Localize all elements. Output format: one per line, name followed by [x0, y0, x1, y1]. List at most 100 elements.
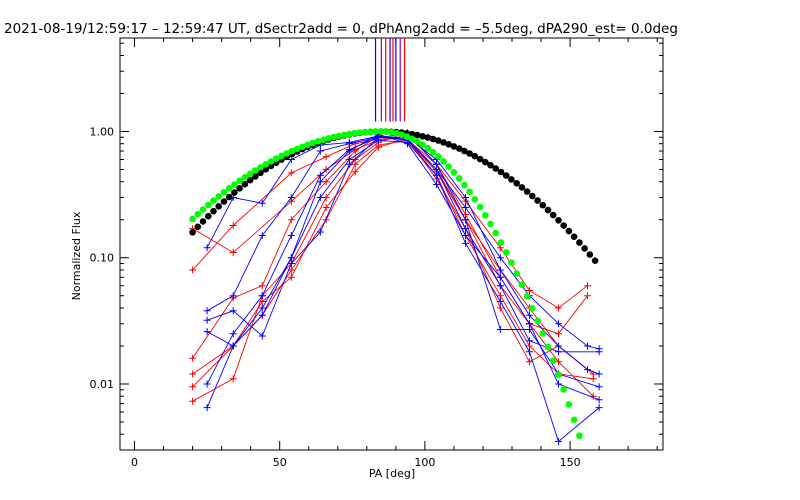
data-point [203, 328, 211, 336]
model-point [194, 210, 202, 218]
data-point [374, 143, 382, 151]
model-point [523, 188, 531, 195]
model-point [482, 158, 489, 166]
data-point [287, 254, 295, 262]
model-point [570, 233, 578, 240]
model-point [565, 401, 573, 408]
model-point [252, 167, 259, 174]
data-point [203, 307, 211, 315]
model-point [393, 129, 400, 137]
data-point [554, 380, 562, 388]
model-point [340, 131, 348, 139]
model-point [241, 173, 249, 181]
data-point [258, 282, 266, 290]
model-point [408, 135, 416, 143]
model-point [435, 137, 442, 144]
model-point [440, 158, 447, 165]
model-point [241, 180, 249, 188]
model-point [314, 138, 322, 145]
model-point [429, 148, 437, 156]
model-point [246, 176, 254, 184]
model-point [272, 155, 280, 162]
x-tick-label: 50 [273, 456, 287, 469]
data-point [229, 342, 237, 350]
model-point [189, 215, 196, 223]
model-point [288, 147, 296, 155]
model-point [210, 207, 217, 215]
series-line [192, 136, 588, 309]
data-point [322, 153, 330, 161]
model-point [497, 239, 505, 246]
model-point [304, 141, 311, 149]
model-point [560, 386, 567, 393]
data-point [229, 307, 237, 315]
model-point [252, 173, 259, 180]
data-point [287, 169, 295, 177]
model-point [576, 432, 583, 440]
model-point [492, 229, 500, 237]
model-point [440, 139, 447, 146]
model-point [450, 143, 458, 150]
series-line [206, 139, 600, 443]
model-point [455, 145, 463, 152]
data-point [374, 133, 382, 141]
data-point [316, 228, 324, 236]
model-point [351, 129, 358, 137]
model-point [220, 189, 228, 196]
data-point [203, 316, 211, 324]
y-tick-label: 0.01 [90, 378, 115, 391]
data-point [189, 266, 197, 274]
data-point [554, 348, 562, 356]
model-point [403, 133, 411, 140]
model-point [591, 257, 599, 265]
data-point [203, 244, 211, 252]
x-tick-label: 100 [414, 456, 435, 469]
model-point [565, 227, 573, 235]
model-point [262, 166, 270, 173]
model-point [502, 249, 510, 256]
data-point [584, 366, 592, 374]
model-point [534, 197, 541, 204]
model-point [335, 132, 343, 140]
data-point [322, 165, 330, 173]
model-point [414, 138, 421, 145]
model-point [231, 181, 238, 188]
x-tick-label: 150 [560, 456, 581, 469]
data-point [316, 171, 324, 179]
model-point [445, 163, 453, 170]
model-point [529, 305, 536, 312]
model-point [466, 188, 473, 196]
model-point [549, 357, 557, 365]
model-point [544, 343, 552, 351]
model-point [262, 161, 270, 168]
model-point [539, 201, 547, 209]
axis-ticks [120, 38, 663, 451]
data-point [322, 203, 330, 211]
data-point [287, 216, 295, 224]
model-point [471, 152, 479, 160]
model-point [293, 145, 301, 153]
data-point [496, 282, 504, 290]
series-line [206, 136, 600, 385]
plot-border [119, 37, 664, 451]
data-point [229, 375, 237, 383]
model-point [534, 317, 541, 325]
data-point [258, 311, 266, 319]
plot-frame [119, 37, 664, 451]
model-point [346, 130, 353, 138]
series-line [206, 133, 600, 408]
data-point [316, 178, 324, 186]
model-point [377, 128, 385, 135]
model-point [539, 330, 547, 337]
vertical-markers [374, 38, 406, 122]
model-point [523, 293, 531, 300]
model-point [236, 185, 243, 192]
data-point [462, 193, 470, 201]
data-point [462, 216, 470, 224]
model-point [570, 416, 578, 424]
model-point [487, 161, 494, 169]
model-point [398, 131, 406, 138]
data-point [595, 396, 603, 404]
data-point [258, 231, 266, 239]
model-point [492, 165, 500, 172]
